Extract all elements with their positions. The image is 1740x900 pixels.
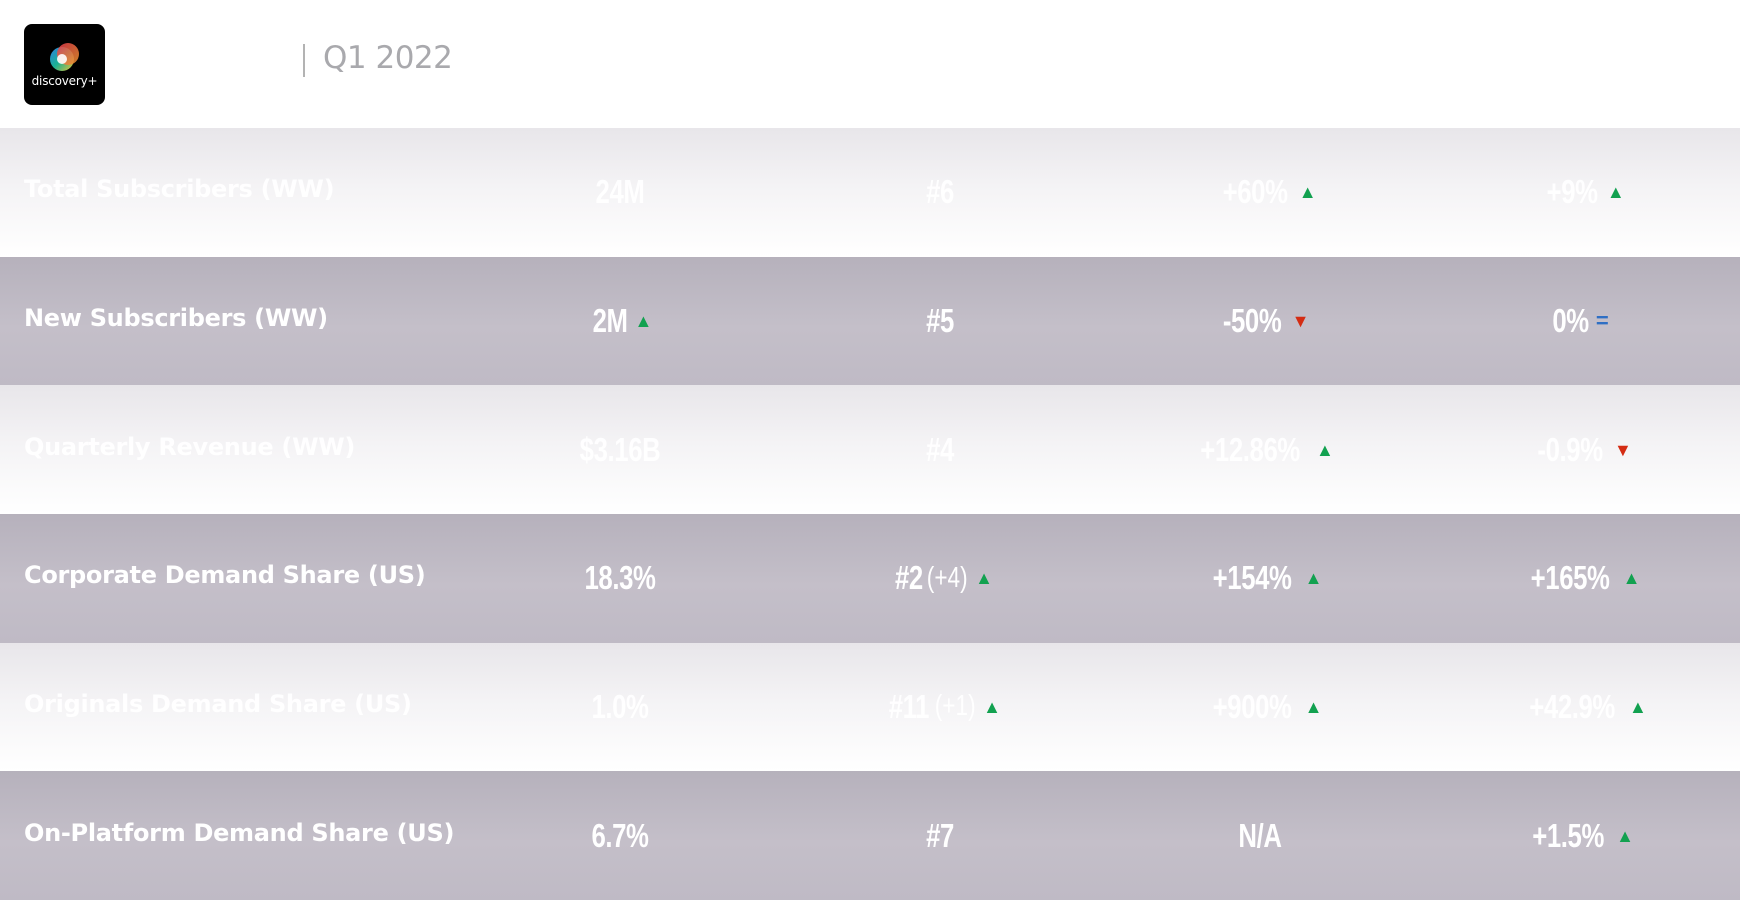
value-cell: 1.0% <box>583 643 656 772</box>
trend-up-icon: ▲ <box>1606 182 1625 203</box>
table-row: Originals Demand Share (US) 1.0% #11 (+1… <box>0 642 1740 772</box>
metric-value: 6.7% <box>591 816 649 854</box>
trend-up-icon: ▲ <box>1304 696 1323 717</box>
rank-cell: #7 <box>922 771 958 900</box>
change1-cell: -50% ▼ <box>1215 257 1310 386</box>
trend-flat-icon: = <box>1595 307 1609 333</box>
trend-up-icon: ▲ <box>1315 439 1334 460</box>
change1-cell: +154% ▲ <box>1201 514 1323 643</box>
metric-change: 0% <box>1552 301 1589 339</box>
trend-down-icon: ▼ <box>1613 439 1632 460</box>
rank-cell: #11 (+1) ▲ <box>883 643 1001 772</box>
metric-rank: #6 <box>926 173 954 211</box>
metric-change: -0.9% <box>1537 430 1603 468</box>
metric-value: $3.16B <box>579 430 661 468</box>
trend-up-icon: ▲ <box>975 568 993 589</box>
metric-change: +42.9% <box>1529 687 1615 725</box>
change2-cell: +9% ▲ <box>1539 128 1625 257</box>
report-period: Q1 2022 <box>323 40 453 76</box>
value-cell: 6.7% <box>583 771 656 900</box>
change2-cell: +1.5% ▲ <box>1522 771 1634 900</box>
trend-up-icon: ▲ <box>983 696 1001 717</box>
change2-cell: +42.9% ▲ <box>1517 643 1647 772</box>
metric-change: +60% <box>1222 173 1288 211</box>
metric-label: Corporate Demand Share (US) <box>24 561 426 590</box>
trend-up-icon: ▲ <box>634 310 653 331</box>
change2-cell: -0.9% ▼ <box>1528 385 1632 514</box>
table-row: On-Platform Demand Share (US) 6.7% #7 N/… <box>0 771 1740 900</box>
discovery-logo-icon <box>50 43 79 71</box>
trend-up-icon: ▲ <box>1622 568 1641 589</box>
metric-label: On-Platform Demand Share (US) <box>24 818 455 847</box>
brand-name: discovery+ <box>31 74 98 88</box>
value-cell: $3.16B <box>568 385 671 514</box>
metric-label: Total Subscribers (WW) <box>24 175 335 204</box>
metric-change: N/A <box>1238 816 1282 854</box>
value-cell: 18.3% <box>574 514 665 643</box>
change2-cell: 0% = <box>1547 257 1609 386</box>
metric-change: +154% <box>1212 559 1292 597</box>
trend-up-icon: ▲ <box>1629 696 1647 717</box>
metric-rank: #4 <box>926 430 954 468</box>
change1-cell: +12.86% ▲ <box>1186 385 1334 514</box>
metric-value: 2M <box>592 301 628 339</box>
table-row: Quarterly Revenue (WW) $3.16B #4 +12.86%… <box>0 385 1740 514</box>
metric-change: +165% <box>1530 559 1610 597</box>
change1-cell: N/A <box>1232 771 1287 900</box>
metric-label: Quarterly Revenue (WW) <box>24 432 356 461</box>
rank-cell: #6 <box>922 128 958 257</box>
metric-rank: #11 <box>888 687 930 725</box>
trend-up-icon: ▲ <box>1304 568 1323 589</box>
rank-cell: #2 (+4) ▲ <box>891 514 993 643</box>
report-header: discovery+ Q1 2022 <box>0 0 1740 128</box>
change1-cell: +900% ▲ <box>1201 643 1323 772</box>
value-cell: 2M ▲ <box>588 257 653 386</box>
metric-value: 24M <box>595 173 645 211</box>
metric-value: 1.0% <box>591 687 649 725</box>
metric-change: -50% <box>1222 301 1282 339</box>
table-row: New Subscribers (WW) 2M ▲ #5 -50% ▼ 0% = <box>0 256 1740 386</box>
trend-down-icon: ▼ <box>1291 310 1310 331</box>
discovery-plus-logo: discovery+ <box>24 24 105 105</box>
metric-rank: #7 <box>926 816 954 854</box>
metrics-table: Total Subscribers (WW) 24M #6 +60% ▲ +9%… <box>0 128 1740 900</box>
metric-rank: #5 <box>926 301 954 339</box>
metric-value: 18.3% <box>584 559 656 597</box>
table-row: Total Subscribers (WW) 24M #6 +60% ▲ +9%… <box>0 128 1740 257</box>
metric-change: +9% <box>1546 173 1598 211</box>
rank-cell: #5 <box>922 257 958 386</box>
trend-up-icon: ▲ <box>1616 825 1634 846</box>
rank-delta: (+4) <box>926 561 968 594</box>
change1-cell: +60% ▲ <box>1213 128 1317 257</box>
rank-cell: #4 <box>922 385 958 514</box>
table-row: Corporate Demand Share (US) 18.3% #2 (+4… <box>0 513 1740 643</box>
trend-up-icon: ▲ <box>1298 182 1317 203</box>
metric-label: New Subscribers (WW) <box>24 303 328 332</box>
change2-cell: +165% ▲ <box>1519 514 1641 643</box>
rank-delta: (+1) <box>934 690 976 723</box>
metric-change: +12.86% <box>1200 430 1300 468</box>
metric-change: +900% <box>1212 687 1292 725</box>
metric-label: Originals Demand Share (US) <box>24 689 412 718</box>
metric-change: +1.5% <box>1532 816 1604 854</box>
header-divider <box>303 44 305 77</box>
value-cell: 24M <box>589 128 652 257</box>
metric-rank: #2 <box>894 559 923 597</box>
